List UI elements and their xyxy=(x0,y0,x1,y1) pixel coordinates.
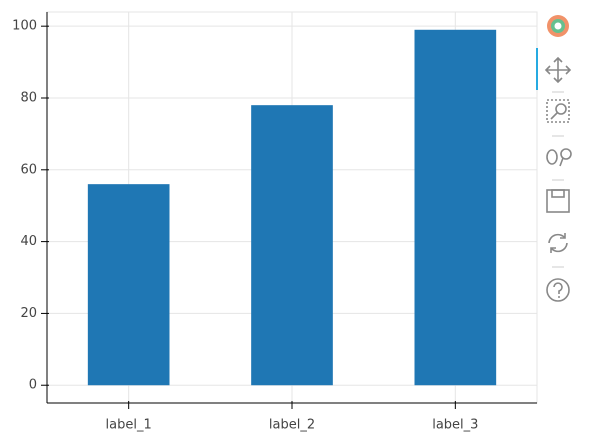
save-tool[interactable] xyxy=(546,189,570,213)
x-tick-label: label_3 xyxy=(432,418,478,433)
y-tick-label: 100 xyxy=(12,19,37,34)
toolbar xyxy=(536,15,572,302)
bar xyxy=(414,29,497,386)
reset-tool[interactable] xyxy=(548,233,568,253)
x-tick-label: label_2 xyxy=(269,418,315,433)
help-tool[interactable] xyxy=(546,278,570,302)
pan-tool[interactable] xyxy=(544,56,572,84)
y-tick-label: 20 xyxy=(20,306,37,321)
y-tick-label: 40 xyxy=(20,234,37,249)
box-zoom-tool[interactable] xyxy=(546,99,570,123)
bokeh-logo[interactable] xyxy=(547,15,569,37)
active-indicator xyxy=(536,48,538,90)
x-tick-label: label_1 xyxy=(106,418,152,433)
y-tick-label: 0 xyxy=(29,378,37,393)
wheel-zoom-tool[interactable] xyxy=(546,148,572,167)
bar xyxy=(251,105,333,386)
y-tick-label: 80 xyxy=(20,90,37,105)
y-tick-label: 60 xyxy=(20,162,37,177)
bar xyxy=(87,184,170,386)
